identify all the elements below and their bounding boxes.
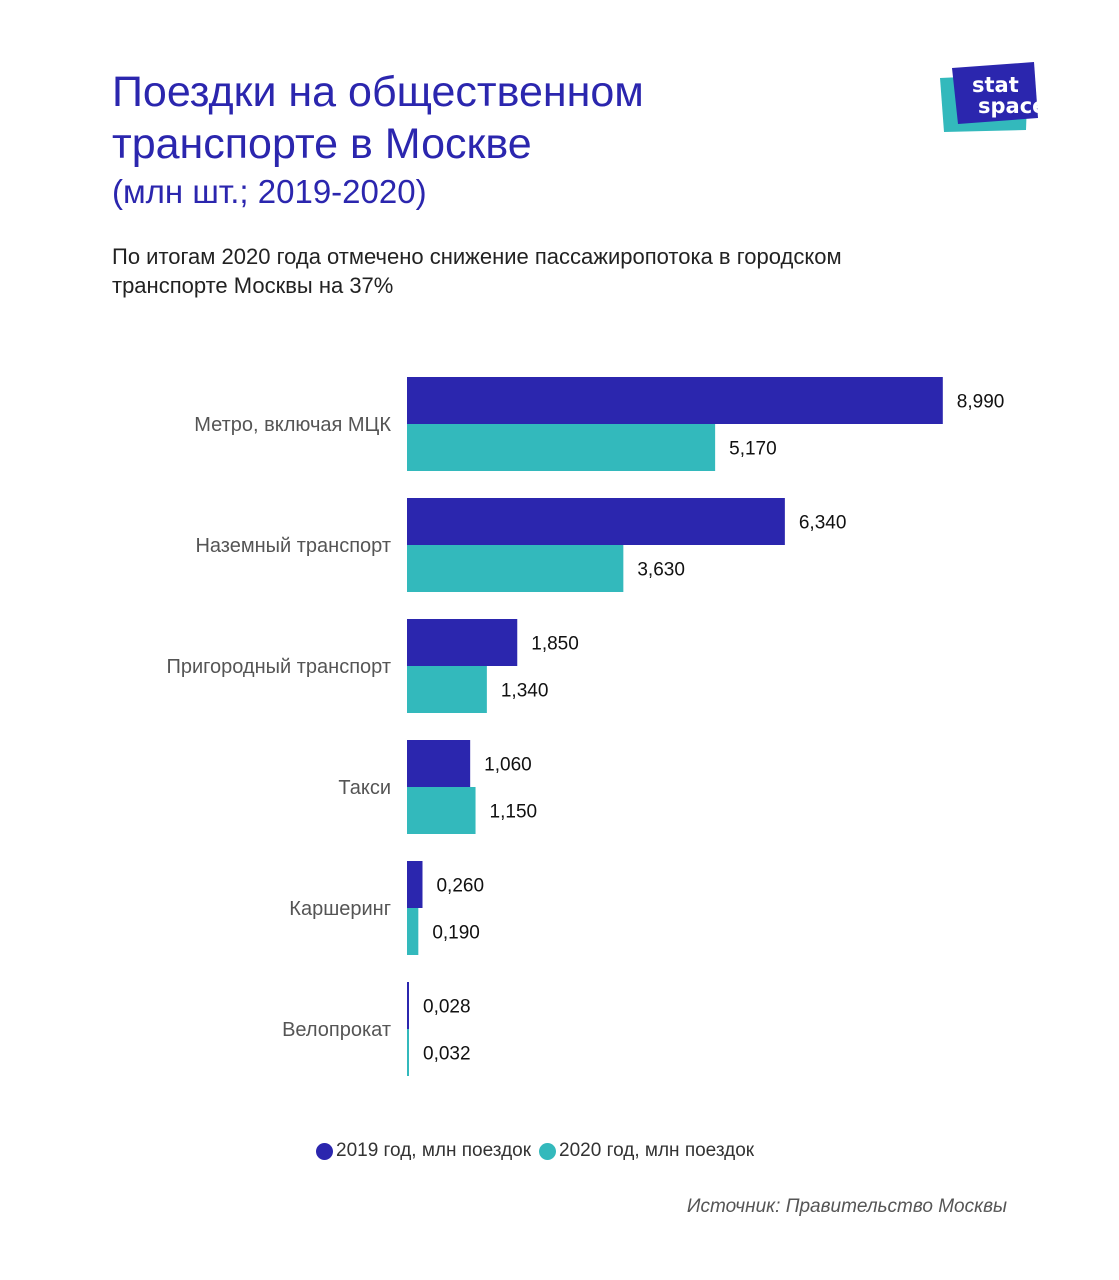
category-label-2: Пригородный транспорт [166,656,391,678]
bar-2019-2 [407,619,518,666]
chart-title: Поездки на общественном транспорте в Мос… [112,66,872,214]
bar-2019-0 [407,377,943,424]
subtitle-line-2: транспорте Москвы на 37% [112,273,394,298]
legend-label-2020: 2020 год, млн поездок [559,1140,755,1161]
statspace-logo: stat space [940,62,1046,132]
bar-2019-3 [407,740,471,787]
bar-2020-3 [407,787,476,834]
source-note: Источник: Правительство Москвы [686,1196,1007,1217]
chart-subtitle: По итогам 2020 года отмечено снижение па… [112,242,1032,300]
legend-label-2019: 2019 год, млн поездок [336,1140,532,1161]
category-label-4: Каршеринг [289,898,391,920]
logo-text-stat: stat [972,73,1019,97]
data-label-2020-1: 3,630 [637,560,685,581]
data-label-2019-2: 1,850 [531,634,579,655]
bar-2020-5 [407,1029,409,1076]
category-label-3: Такси [338,777,391,799]
bar-2019-5 [407,982,409,1029]
title-units: (млн шт.; 2019-2020) [112,173,427,210]
legend-dot-2019 [316,1142,333,1160]
bar-chart: Метро, включая МЦК 8,990 5,170 Наземный тра… [166,377,1005,1076]
data-label-2020-4: 0,190 [432,923,480,944]
bar-2020-2 [407,666,487,713]
data-label-2019-5: 0,028 [423,997,471,1018]
legend-item-2019: 2019 год, млн поездок [316,1140,531,1162]
title-line-2: транспорте в Москве [112,120,532,168]
bar-2020-1 [407,545,624,592]
data-label-2020-5: 0,032 [423,1044,471,1065]
data-label-2019-1: 6,340 [799,513,847,534]
data-label-2020-2: 1,340 [501,681,549,702]
category-label-0: Метро, включая МЦК [194,414,391,436]
bar-2019-1 [407,498,785,545]
logo-text-space: space [978,94,1046,118]
subtitle-line-1: По итогам 2020 года отмечено снижение па… [112,244,842,269]
category-label-5: Велопрокат [282,1019,391,1041]
bar-2019-4 [407,861,423,908]
data-label-2020-0: 5,170 [729,439,777,460]
bar-2020-0 [407,424,716,471]
bar-2020-4 [407,908,419,955]
legend-item-2020: 2020 год, млн поездок [539,1140,754,1162]
data-label-2019-0: 8,990 [957,392,1005,413]
title-line-1: Поездки на общественном [112,68,644,116]
legend-dot-2020 [539,1142,557,1160]
logo-front-shape [952,62,1038,124]
data-label-2019-3: 1,060 [484,755,532,776]
data-label-2019-4: 0,260 [436,876,484,897]
category-label-1: Наземный транспорт [195,535,391,557]
chart-legend: 2019 год, млн поездок 2020 год, млн поез… [316,1138,762,1164]
data-label-2020-3: 1,150 [490,802,538,823]
